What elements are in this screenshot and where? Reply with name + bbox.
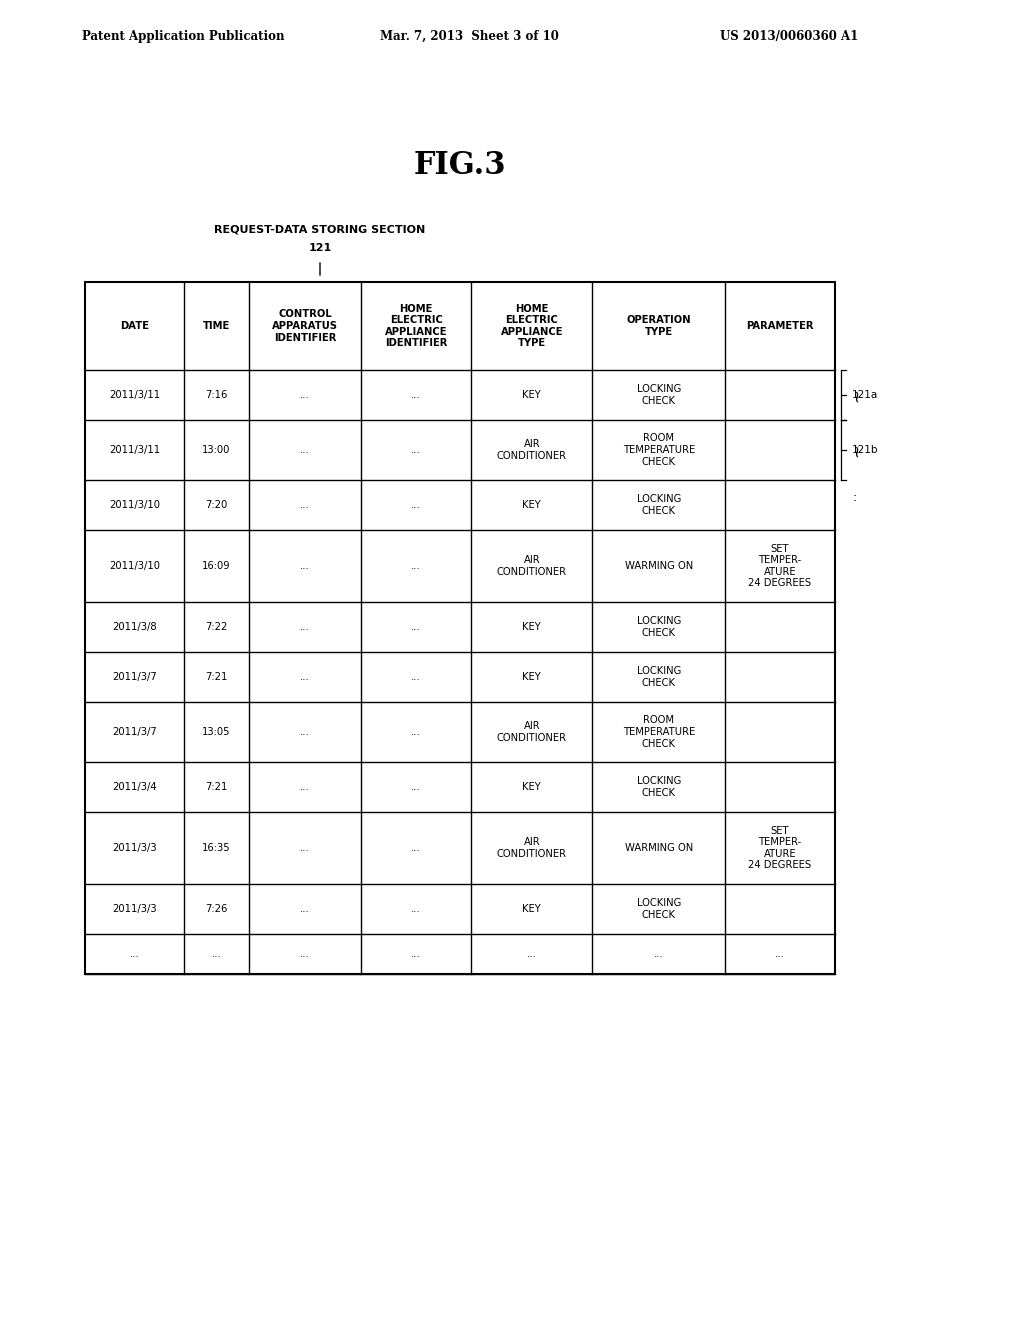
Text: ...: ... bbox=[775, 949, 784, 960]
Text: OPERATION
TYPE: OPERATION TYPE bbox=[627, 315, 691, 337]
Text: ...: ... bbox=[412, 500, 421, 510]
Text: 2011/3/3: 2011/3/3 bbox=[112, 843, 157, 853]
Text: ...: ... bbox=[300, 672, 310, 682]
Text: ...: ... bbox=[300, 622, 310, 632]
Text: SET
TEMPER-
ATURE
24 DEGREES: SET TEMPER- ATURE 24 DEGREES bbox=[749, 544, 812, 589]
Text: AIR
CONDITIONER: AIR CONDITIONER bbox=[497, 837, 567, 859]
Text: 121: 121 bbox=[308, 243, 332, 253]
Text: 2011/3/7: 2011/3/7 bbox=[112, 672, 157, 682]
Text: WARMING ON: WARMING ON bbox=[625, 561, 693, 572]
Text: ...: ... bbox=[412, 904, 421, 913]
Text: LOCKING
CHECK: LOCKING CHECK bbox=[637, 616, 681, 638]
Text: 7:16: 7:16 bbox=[205, 389, 227, 400]
Text: KEY: KEY bbox=[522, 622, 542, 632]
Text: ROOM
TEMPERATURE
CHECK: ROOM TEMPERATURE CHECK bbox=[623, 433, 695, 466]
Text: 2011/3/11: 2011/3/11 bbox=[109, 445, 160, 455]
Text: ...: ... bbox=[300, 781, 310, 792]
Text: LOCKING
CHECK: LOCKING CHECK bbox=[637, 776, 681, 797]
Text: 13:05: 13:05 bbox=[202, 727, 230, 737]
Text: ...: ... bbox=[412, 622, 421, 632]
Text: DATE: DATE bbox=[120, 321, 148, 331]
Text: 121a: 121a bbox=[852, 389, 879, 400]
Text: AIR
CONDITIONER: AIR CONDITIONER bbox=[497, 440, 567, 461]
Text: ...: ... bbox=[300, 904, 310, 913]
Text: LOCKING
CHECK: LOCKING CHECK bbox=[637, 494, 681, 516]
Text: LOCKING
CHECK: LOCKING CHECK bbox=[637, 667, 681, 688]
Text: :: : bbox=[852, 491, 856, 504]
Text: US 2013/0060360 A1: US 2013/0060360 A1 bbox=[720, 30, 858, 44]
Text: AIR
CONDITIONER: AIR CONDITIONER bbox=[497, 556, 567, 577]
Text: ...: ... bbox=[412, 949, 421, 960]
Text: ...: ... bbox=[300, 727, 310, 737]
Text: 16:35: 16:35 bbox=[202, 843, 230, 853]
Text: KEY: KEY bbox=[522, 500, 542, 510]
Text: ...: ... bbox=[654, 949, 664, 960]
Text: 7:22: 7:22 bbox=[205, 622, 227, 632]
Text: 7:21: 7:21 bbox=[205, 781, 227, 792]
Text: REQUEST-DATA STORING SECTION: REQUEST-DATA STORING SECTION bbox=[214, 224, 426, 235]
Text: TIME: TIME bbox=[203, 321, 230, 331]
Text: ...: ... bbox=[300, 561, 310, 572]
Text: ...: ... bbox=[412, 389, 421, 400]
Text: WARMING ON: WARMING ON bbox=[625, 843, 693, 853]
Text: ...: ... bbox=[412, 781, 421, 792]
Text: 16:09: 16:09 bbox=[202, 561, 230, 572]
Text: ...: ... bbox=[412, 445, 421, 455]
Text: LOCKING
CHECK: LOCKING CHECK bbox=[637, 384, 681, 405]
Text: KEY: KEY bbox=[522, 781, 542, 792]
Text: Mar. 7, 2013  Sheet 3 of 10: Mar. 7, 2013 Sheet 3 of 10 bbox=[380, 30, 559, 44]
Text: ...: ... bbox=[300, 949, 310, 960]
Text: 2011/3/7: 2011/3/7 bbox=[112, 727, 157, 737]
Text: FIG.3: FIG.3 bbox=[414, 149, 506, 181]
Text: ...: ... bbox=[412, 727, 421, 737]
Text: PARAMETER: PARAMETER bbox=[746, 321, 814, 331]
Text: HOME
ELECTRIC
APPLIANCE
TYPE: HOME ELECTRIC APPLIANCE TYPE bbox=[501, 304, 563, 348]
Text: HOME
ELECTRIC
APPLIANCE
IDENTIFIER: HOME ELECTRIC APPLIANCE IDENTIFIER bbox=[385, 304, 447, 348]
Text: ...: ... bbox=[300, 445, 310, 455]
Text: ...: ... bbox=[300, 389, 310, 400]
Text: KEY: KEY bbox=[522, 389, 542, 400]
Text: Patent Application Publication: Patent Application Publication bbox=[82, 30, 285, 44]
Text: LOCKING
CHECK: LOCKING CHECK bbox=[637, 898, 681, 920]
Text: ROOM
TEMPERATURE
CHECK: ROOM TEMPERATURE CHECK bbox=[623, 715, 695, 748]
Text: SET
TEMPER-
ATURE
24 DEGREES: SET TEMPER- ATURE 24 DEGREES bbox=[749, 825, 812, 870]
Text: ...: ... bbox=[300, 500, 310, 510]
Text: 2011/3/3: 2011/3/3 bbox=[112, 904, 157, 913]
Text: KEY: KEY bbox=[522, 904, 542, 913]
Text: 7:20: 7:20 bbox=[205, 500, 227, 510]
Text: 2011/3/10: 2011/3/10 bbox=[109, 561, 160, 572]
Text: KEY: KEY bbox=[522, 672, 542, 682]
Text: ...: ... bbox=[212, 949, 221, 960]
Text: ...: ... bbox=[300, 843, 310, 853]
Text: ...: ... bbox=[412, 672, 421, 682]
Text: CONTROL
APPARATUS
IDENTIFIER: CONTROL APPARATUS IDENTIFIER bbox=[272, 309, 338, 343]
Bar bbox=[85, 282, 835, 974]
Text: ...: ... bbox=[527, 949, 537, 960]
Text: 121b: 121b bbox=[852, 445, 879, 455]
Text: ...: ... bbox=[412, 843, 421, 853]
Text: 2011/3/4: 2011/3/4 bbox=[112, 781, 157, 792]
Text: 2011/3/8: 2011/3/8 bbox=[112, 622, 157, 632]
Text: AIR
CONDITIONER: AIR CONDITIONER bbox=[497, 721, 567, 743]
Text: ~: ~ bbox=[848, 388, 866, 403]
Text: 2011/3/11: 2011/3/11 bbox=[109, 389, 160, 400]
Text: ...: ... bbox=[129, 949, 139, 960]
Text: 7:26: 7:26 bbox=[205, 904, 227, 913]
Text: 7:21: 7:21 bbox=[205, 672, 227, 682]
Text: ~: ~ bbox=[848, 444, 866, 457]
Text: 13:00: 13:00 bbox=[202, 445, 230, 455]
Text: 2011/3/10: 2011/3/10 bbox=[109, 500, 160, 510]
Text: ...: ... bbox=[412, 561, 421, 572]
